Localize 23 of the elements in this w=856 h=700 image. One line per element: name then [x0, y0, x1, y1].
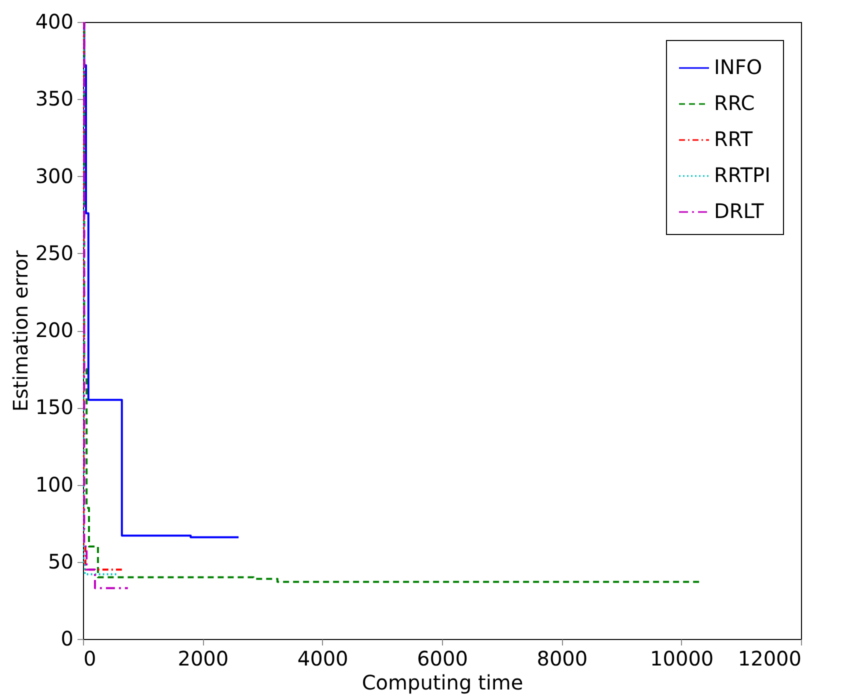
- x-tick-label: 6000: [417, 646, 468, 670]
- y-tick-label: 50: [48, 549, 74, 574]
- legend-label: INFO: [714, 55, 762, 79]
- y-tick-label: 0: [60, 626, 74, 650]
- y-tick-label: 200: [35, 318, 74, 342]
- x-tick-label: 0: [84, 646, 96, 670]
- y-tick-label: 300: [35, 164, 74, 188]
- x-tick-label: 10000: [650, 646, 714, 670]
- y-tick-label: 100: [35, 472, 74, 496]
- y-axis-title: Estimation error: [8, 250, 32, 412]
- legend-label: RRT: [714, 127, 754, 151]
- y-tick-label: 150: [35, 395, 74, 420]
- x-tick-label: 4000: [297, 646, 348, 670]
- legend-label: RRTPI: [714, 163, 771, 187]
- x-tick-label: 2000: [178, 646, 229, 670]
- x-axis-title: Computing time: [362, 670, 524, 694]
- y-tick-label: 350: [35, 86, 74, 111]
- x-tick-label: 8000: [536, 646, 588, 670]
- y-tick-label: 250: [35, 240, 74, 265]
- y-tick-label: 400: [35, 10, 74, 34]
- legend-label: RRC: [714, 91, 755, 115]
- legend-label: DRLT: [714, 199, 765, 223]
- x-tick-label: 12000: [738, 646, 802, 670]
